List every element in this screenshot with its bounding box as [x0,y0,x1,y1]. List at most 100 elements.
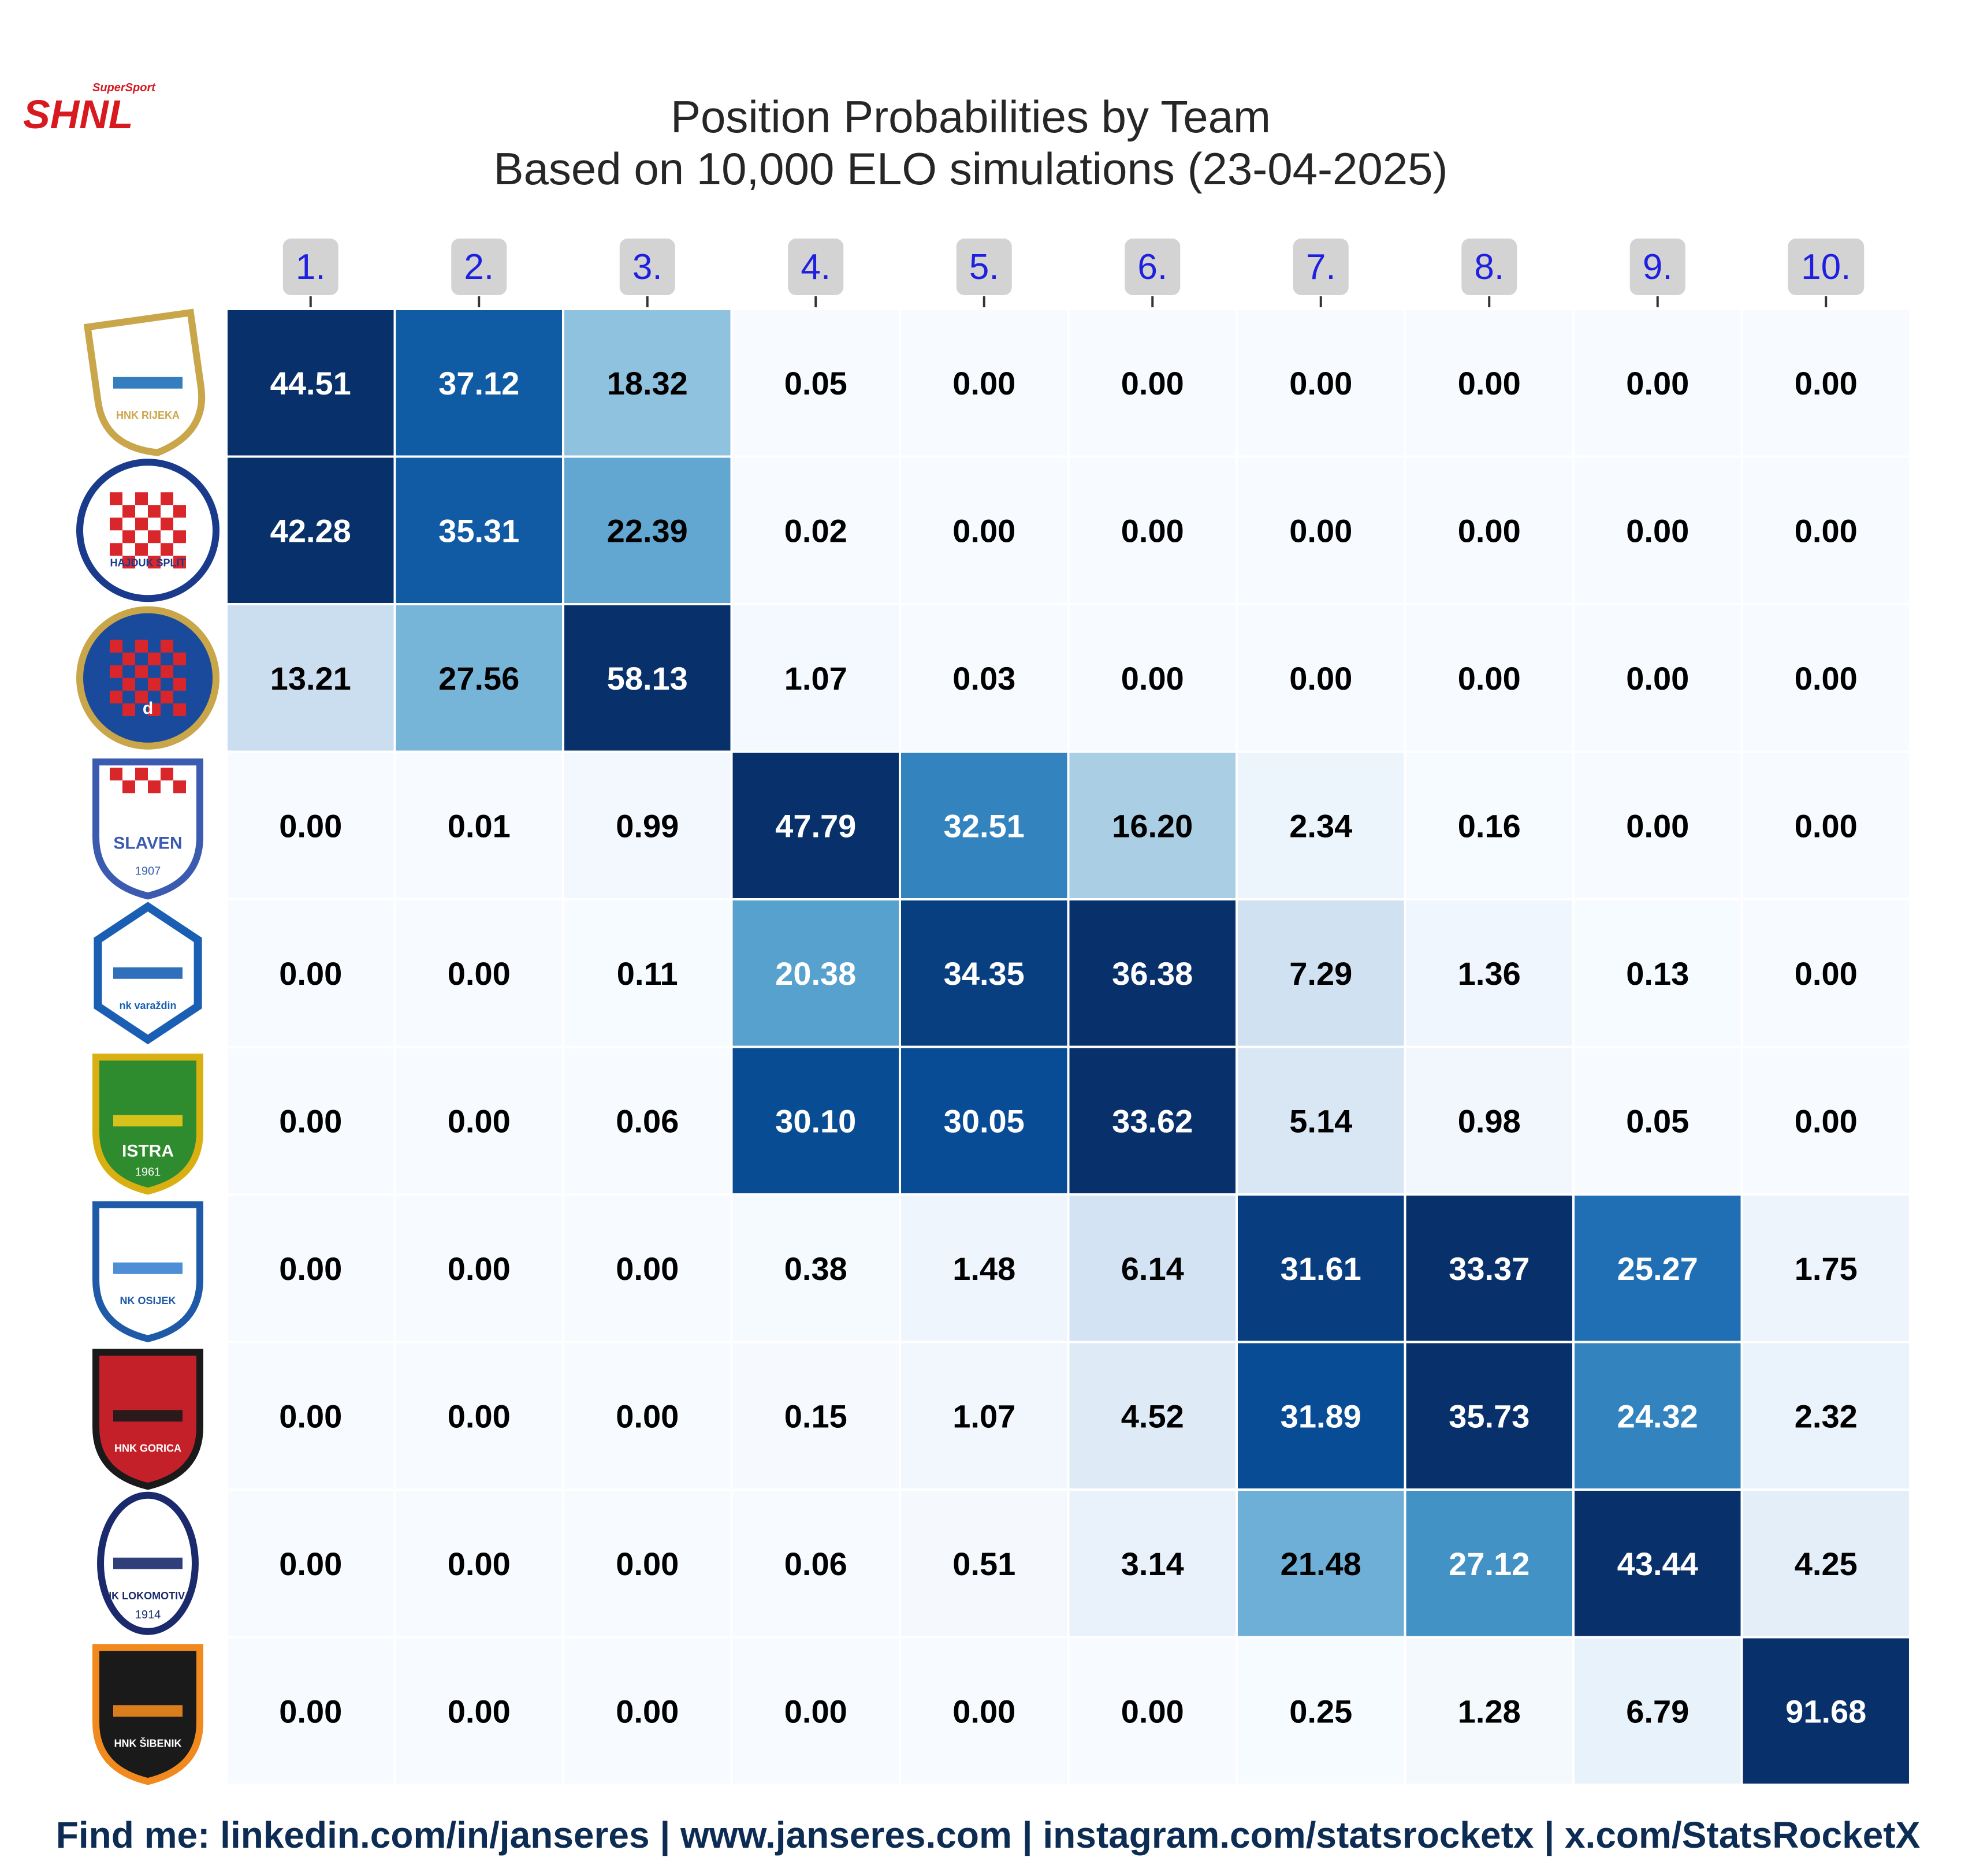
logo-text: SHNL [23,92,133,137]
heatmap-cell [228,605,394,751]
cell-value-label: 0.00 [1289,365,1352,401]
cell-value-label: 0.11 [617,955,678,992]
cell-value-label: 0.06 [784,1546,847,1582]
heatmap-cell [1575,900,1741,1046]
cell-value-label: 0.00 [1795,955,1858,992]
column-header-box [1629,239,1685,295]
column-header-box [1125,239,1181,295]
heatmap-cell [1406,900,1572,1046]
hajduk-crest-icon: HAJDUK SPLIT [76,459,219,602]
column-headers: 1. 2. 3. 4. 5. 6. 7. 8. 9. 10. [282,239,1865,307]
heatmap-cell [1069,900,1236,1046]
cell-value-label: 0.00 [1121,660,1184,697]
cell-value-label: 91.68 [1785,1693,1866,1729]
heatmap-cell [1743,1343,1909,1488]
crest-text: SLAVEN [113,833,182,853]
column-header-label: 8. [1474,247,1504,287]
column-header-box [956,239,1012,295]
cell-value-label: 7.29 [1289,955,1352,992]
istra-crest-icon: ISTRA 1961 [92,1054,203,1195]
heatmap-cell [1238,605,1404,751]
cell-value-label: 2.34 [1289,807,1352,844]
heatmap-cell [1575,1048,1741,1193]
heatmap-cell [228,753,394,898]
team-logos: HNK RIJEKA HAJDUK SPLIT d SLAVEN 1907 nk vara… [76,308,219,1785]
crest-text: ISTRA [122,1141,174,1160]
cell-value-label: 2.32 [1795,1398,1858,1434]
gorica-crest-icon: HNK GORICA [92,1349,203,1490]
cell-value-label: 0.01 [448,807,511,844]
varazdin-crest-icon: nk varaždin [94,902,202,1045]
heatmap-values: 44.51 37.12 18.32 0.05 0.00 0.00 0.00 0.00 0.00 0… [270,365,1867,1730]
cell-value-label: 0.00 [1795,807,1858,844]
heatmap-cell [1575,1491,1741,1636]
cell-value-label: 0.00 [279,1398,342,1434]
cell-value-label: 5.14 [1289,1103,1352,1139]
heatmap-cell [1575,1343,1741,1488]
heatmap-cell [901,1491,1067,1636]
heatmap-cell [901,1196,1067,1341]
cell-value-label: 44.51 [270,365,351,401]
heatmap-cell [1406,753,1572,898]
heatmap-cell [396,900,562,1046]
cell-value-label: 0.00 [1289,512,1352,549]
cell-value-label: 0.00 [1795,365,1858,401]
heatmap-cell [396,605,562,751]
column-header-label: 10. [1801,247,1851,287]
heatmap-cell [1743,310,1909,456]
cell-value-label: 6.79 [1626,1693,1689,1729]
cell-value-label: 0.03 [952,660,1015,697]
cell-value-label: 0.00 [1795,1103,1858,1139]
cell-value-label: 35.31 [438,512,519,549]
column-header-label: 6. [1137,247,1167,287]
cell-value-label: 0.00 [1458,512,1521,549]
cell-value-label: 22.39 [607,512,688,549]
heatmap-cell [1238,1196,1404,1341]
heatmap-cell [1069,457,1236,603]
heatmap-cell [396,310,562,456]
cell-value-label: 0.00 [1121,512,1184,549]
cell-value-label: 0.00 [1458,365,1521,401]
osijek-crest-icon: NK OSIJEK [92,1201,203,1342]
shnl-logo: SuperSport SHNL [23,81,156,137]
cell-value-label: 0.00 [616,1398,679,1434]
crest-year: 1961 [135,1166,161,1178]
cell-value-label: 0.00 [448,1250,511,1287]
cell-value-label: 0.00 [784,1693,847,1729]
heatmap-cell [1238,1491,1404,1636]
heatmap-cell [1238,1343,1404,1488]
heatmap-cell [1069,1048,1236,1193]
cell-value-label: 30.10 [775,1103,856,1139]
heatmap-cell [1406,1048,1572,1193]
cell-value-label: 0.99 [616,807,679,844]
heatmap-cell [1238,753,1404,898]
column-header-label: 1. [296,247,326,287]
heatmap-cell [564,1048,731,1193]
heatmap-cell [901,1343,1067,1488]
cell-value-label: 30.05 [944,1103,1025,1139]
column-header-label: 9. [1643,247,1673,287]
cell-value-label: 0.98 [1458,1103,1521,1139]
cell-value-label: 0.00 [1626,512,1689,549]
cell-value-label: 0.00 [616,1546,679,1582]
column-header-label: 3. [632,247,663,287]
heatmap-cell [1238,900,1404,1046]
cell-value-label: 21.48 [1281,1546,1361,1582]
heatmap-cell [1069,605,1236,751]
cell-value-label: 1.28 [1458,1693,1521,1729]
heatmap-cell [1238,1048,1404,1193]
cell-value-label: 27.12 [1449,1546,1530,1582]
dinamo-crest-icon: d [76,606,219,750]
cell-value-label: 0.00 [279,1103,342,1139]
cell-value-label: 18.32 [607,365,688,401]
heatmap-cell [1575,605,1741,751]
cell-value-label: 0.05 [784,365,847,401]
cell-value-label: 20.38 [775,955,856,992]
heatmap-cell [396,753,562,898]
cell-value-label: 0.00 [1795,660,1858,697]
heatmap-cell [1069,1491,1236,1636]
cell-value-label: 0.13 [1626,955,1689,992]
column-header-box [451,239,507,295]
cell-value-label: 27.56 [438,660,519,697]
